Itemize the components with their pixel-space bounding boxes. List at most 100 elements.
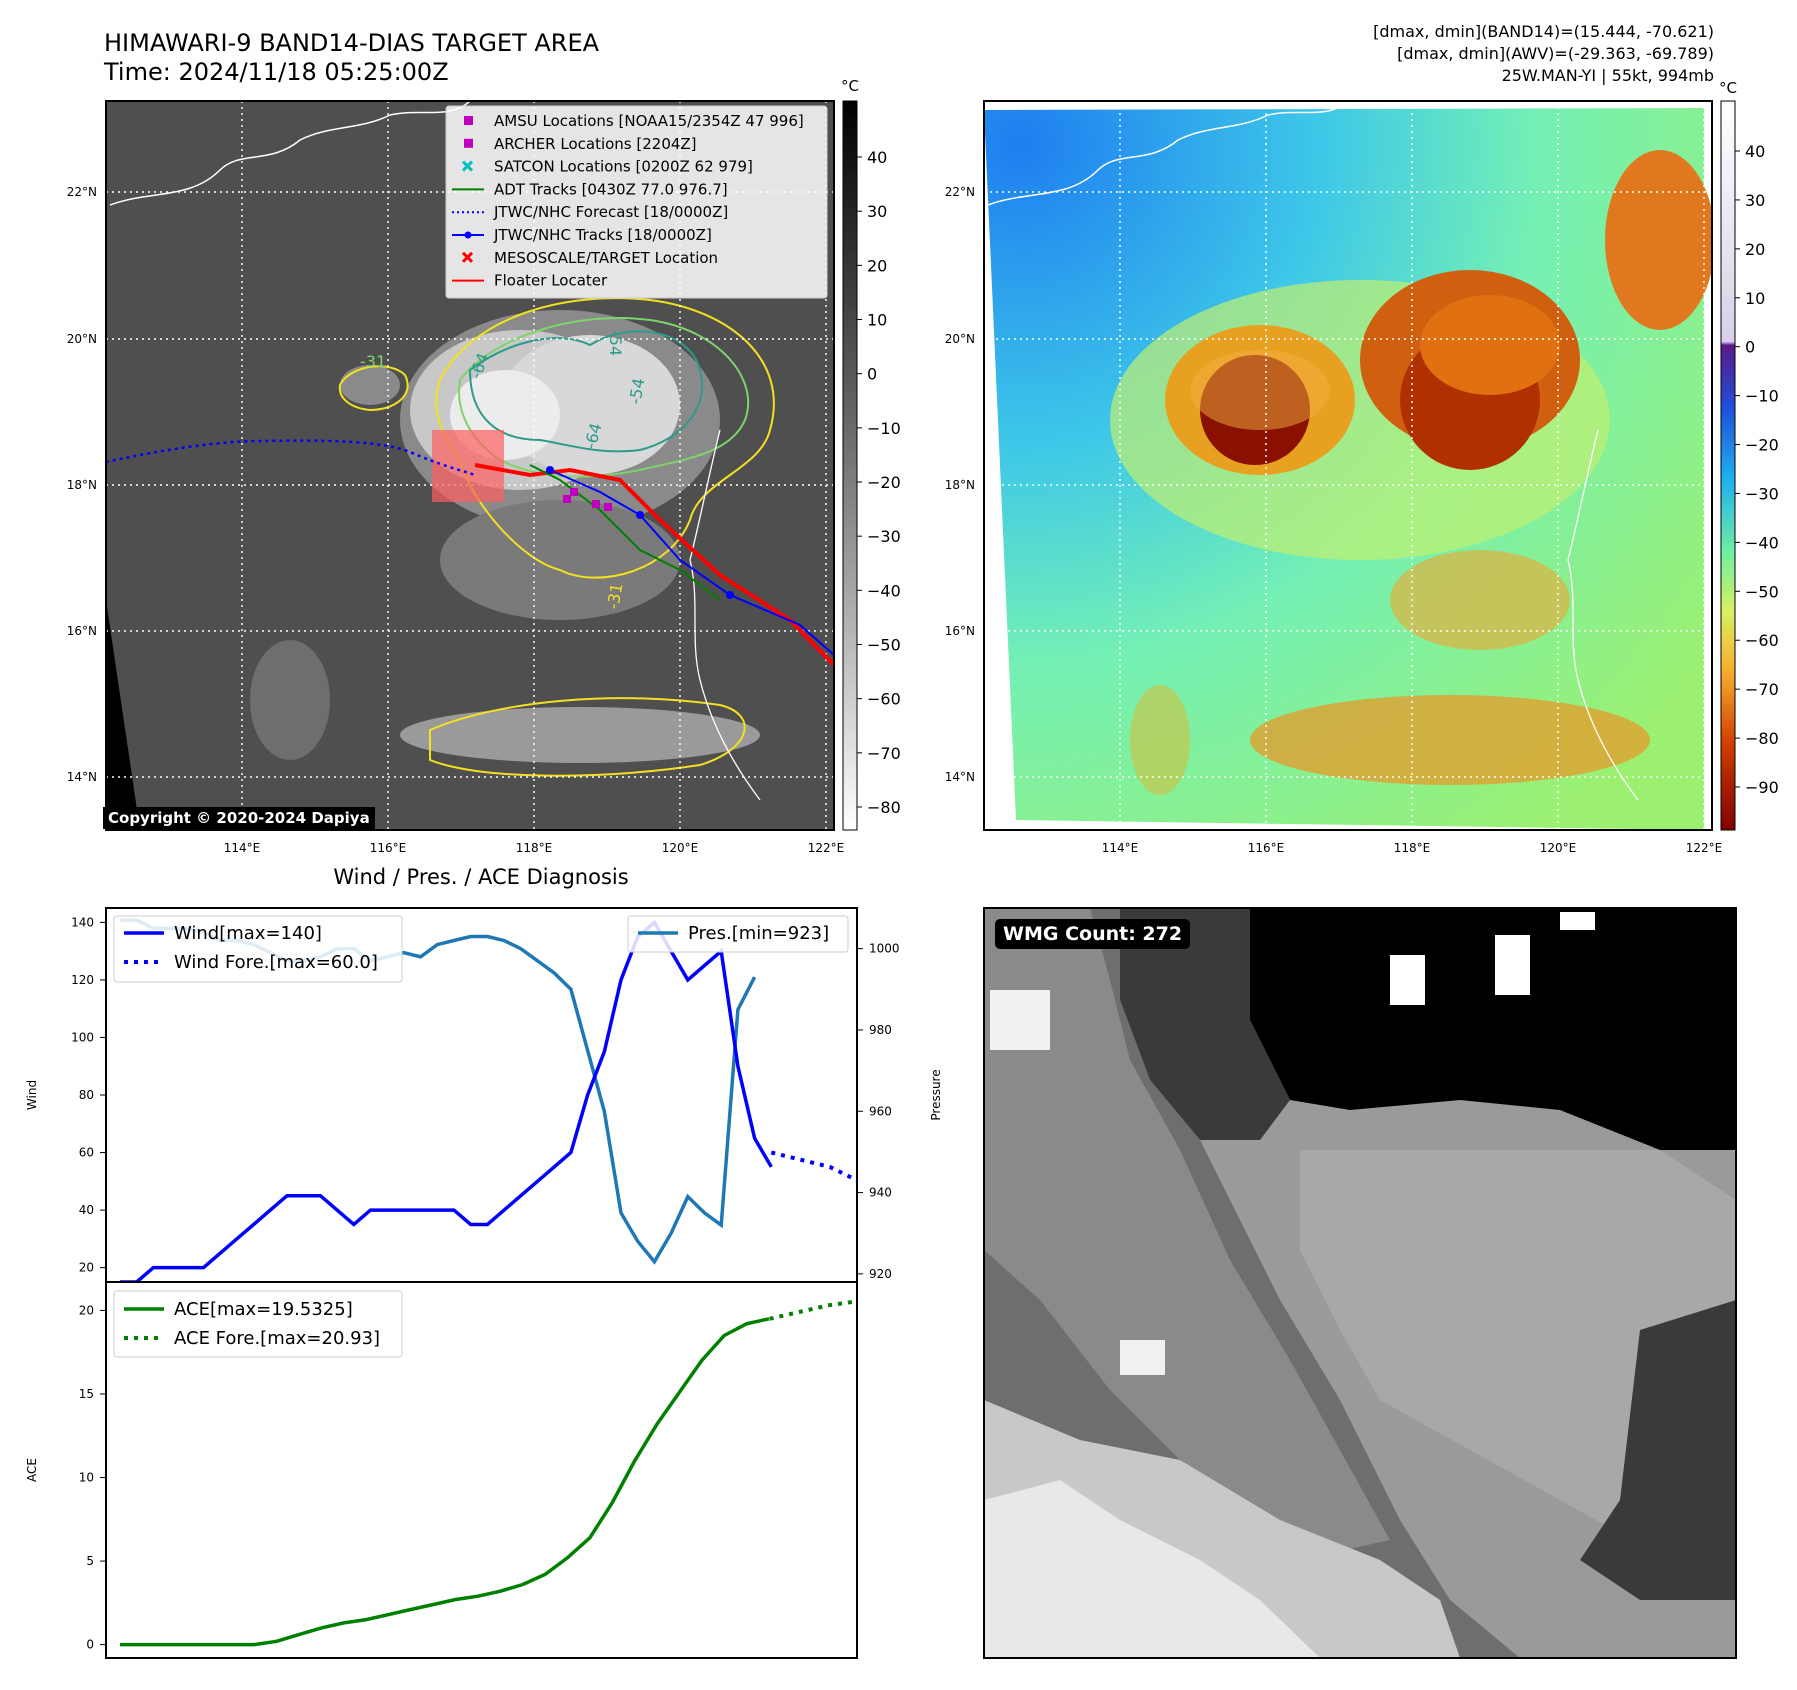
legend-square-marker	[464, 138, 473, 148]
colorbar-tick-label: −20	[867, 473, 901, 492]
mesoscale-target-box	[432, 430, 504, 502]
map-legend-item: JTWC/NHC Tracks [18/0000Z]	[452, 226, 712, 244]
axis-tick-label: 20	[79, 1261, 94, 1275]
axis-tick-label: 1000	[869, 942, 900, 956]
wmg-panel	[983, 907, 1737, 1659]
axis-tick-label: 0	[86, 1638, 94, 1652]
ir-colorbar	[842, 100, 858, 831]
pressure-legend: Pres.[min=923]	[627, 915, 849, 953]
axis-tick-label: 140	[71, 915, 94, 929]
colorbar-tick-label: 20	[1745, 240, 1765, 259]
legend-x-marker	[461, 251, 474, 263]
map-legend-label: ARCHER Locations [2204Z]	[494, 135, 697, 153]
lat-tick: 22°N	[945, 185, 975, 199]
ace-series-line	[120, 1317, 770, 1647]
map-legend-item: ADT Tracks [0430Z 77.0 976.7]	[452, 180, 728, 198]
lon-tick: 122°E	[808, 841, 845, 855]
contour-label: -31	[603, 582, 626, 611]
colorbar-tick-label: −80	[867, 798, 901, 817]
lon-tick: 118°E	[1394, 841, 1431, 855]
axis-tick-label: 60	[79, 1146, 94, 1160]
dmax-band14: [dmax, dmin](BAND14)=(15.444, -70.621)	[1373, 22, 1714, 41]
colorbar-tick-label: −20	[1745, 436, 1779, 455]
colorbar-tick-label: −40	[867, 581, 901, 600]
map-legend-label: JTWC/NHC Tracks [18/0000Z]	[493, 226, 712, 244]
map-legend: AMSU Locations [NOAA15/2354Z 47 996] ARCH…	[445, 105, 828, 299]
lon-tick: 116°E	[370, 841, 407, 855]
lon-tick: 120°E	[662, 841, 699, 855]
axis-tick-label: 80	[79, 1088, 94, 1102]
lon-tick: 114°E	[224, 841, 261, 855]
map-legend-item: JTWC/NHC Forecast [18/0000Z]	[452, 203, 728, 221]
colorbar-tick-label: 10	[867, 311, 887, 330]
axis-tick-label: 940	[869, 1186, 892, 1200]
map-legend-label: SATCON Locations [0200Z 62 979]	[494, 158, 753, 176]
wind-legend: Wind[max=140] Wind Fore.[max=60.0]	[113, 915, 403, 983]
ir-nodata-wedge	[106, 600, 140, 830]
lat-tick: 22°N	[67, 185, 97, 199]
axis-tick-label: 10	[79, 1471, 94, 1485]
lat-tick: 14°N	[67, 770, 97, 784]
ace-panel: 0 5 10 15 20 ACE ACE[max=19.5325] ACE Fore.[…	[25, 1281, 858, 1659]
contour-yellow-band	[429, 697, 746, 777]
colorbar-tick-label: −50	[867, 636, 901, 655]
map-legend-item: MESOSCALE/TARGET Location	[461, 249, 718, 267]
axis-tick-label: 100	[71, 1030, 94, 1044]
colorbar-tick-label: −50	[1745, 582, 1779, 601]
contour-label: -54	[625, 377, 648, 406]
map-legend-item: AMSU Locations [NOAA15/2354Z 47 996]	[464, 112, 804, 130]
legend-dot-marker	[464, 231, 472, 239]
copyright-label: Copyright © 2020-2024 Dapiya	[103, 807, 375, 829]
colorbar-tick-label: −70	[1745, 680, 1779, 699]
axis-tick-label: 920	[869, 1267, 892, 1281]
legend-pres: Pres.[min=923]	[688, 923, 829, 944]
diag-title: Wind / Pres. / ACE Diagnosis	[333, 865, 628, 889]
axis-tick-label: 40	[79, 1203, 94, 1217]
axis-tick-label: 960	[869, 1104, 892, 1118]
storm-info: 25W.MAN-YI | 55kt, 994mb	[1502, 66, 1714, 85]
lat-tick: 20°N	[67, 332, 97, 346]
colorbar-tick-label: 30	[867, 202, 887, 221]
colorbar-tick-label: 30	[1745, 191, 1765, 210]
colorbar-tick-label: 40	[867, 148, 887, 167]
pressure-axis-label: Pressure	[929, 1069, 943, 1120]
colorbar-tick-label: −10	[867, 419, 901, 438]
colorbar-tick-label: −30	[1745, 484, 1779, 503]
colorbar-tick-label: 40	[1745, 142, 1765, 161]
colorbar-tick-label: 10	[1745, 289, 1765, 308]
colorbar-tick-label: −30	[867, 527, 901, 546]
lon-tick: 120°E	[1540, 841, 1577, 855]
colorbar-tick-label: 0	[1745, 338, 1755, 357]
lon-tick: 114°E	[1102, 841, 1139, 855]
colorbar-tick-label: −80	[1745, 729, 1779, 748]
lat-tick: 20°N	[945, 332, 975, 346]
wind-forecast-line	[770, 1150, 857, 1183]
jtwc-forecast-track	[106, 439, 476, 477]
colorbar-tick-label: −60	[1745, 631, 1779, 650]
legend-ace: ACE[max=19.5325]	[174, 1299, 353, 1320]
legend-x-marker	[461, 160, 474, 172]
coastline-luzon	[689, 429, 761, 801]
coastline-china	[109, 101, 471, 206]
awv-colorbar	[1720, 100, 1736, 831]
colorbar-tick-label: −70	[867, 744, 901, 763]
legend-ace-fore: ACE Fore.[max=20.93]	[174, 1328, 380, 1349]
ir-panel: -31 -54 -64 -54 -64 -31 AMSU Locations […	[67, 77, 901, 855]
wind-axis-label: Wind	[25, 1080, 39, 1110]
colorbar-tick-label: 20	[867, 256, 887, 275]
map-legend-label: MESOSCALE/TARGET Location	[494, 249, 718, 267]
legend-square-marker	[464, 116, 473, 125]
contour-label: -54	[606, 330, 625, 356]
ace-axis-label: ACE	[25, 1458, 39, 1482]
colorbar-tick-label: 0	[867, 365, 877, 384]
floater-track	[474, 463, 834, 667]
dmax-awv: [dmax, dmin](AWV)=(-29.363, -69.789)	[1397, 44, 1714, 63]
legend-wind-fore: Wind Fore.[max=60.0]	[174, 952, 378, 973]
colorbar-tick-label: −90	[1745, 778, 1779, 797]
legend-wind: Wind[max=140]	[174, 923, 322, 944]
lat-tick: 18°N	[945, 478, 975, 492]
wmg-count-label: WMG Count: 272	[995, 919, 1191, 949]
adt-track	[529, 464, 721, 601]
figure-title: HIMAWARI-9 BAND14-DIAS TARGET AREA	[104, 29, 600, 57]
